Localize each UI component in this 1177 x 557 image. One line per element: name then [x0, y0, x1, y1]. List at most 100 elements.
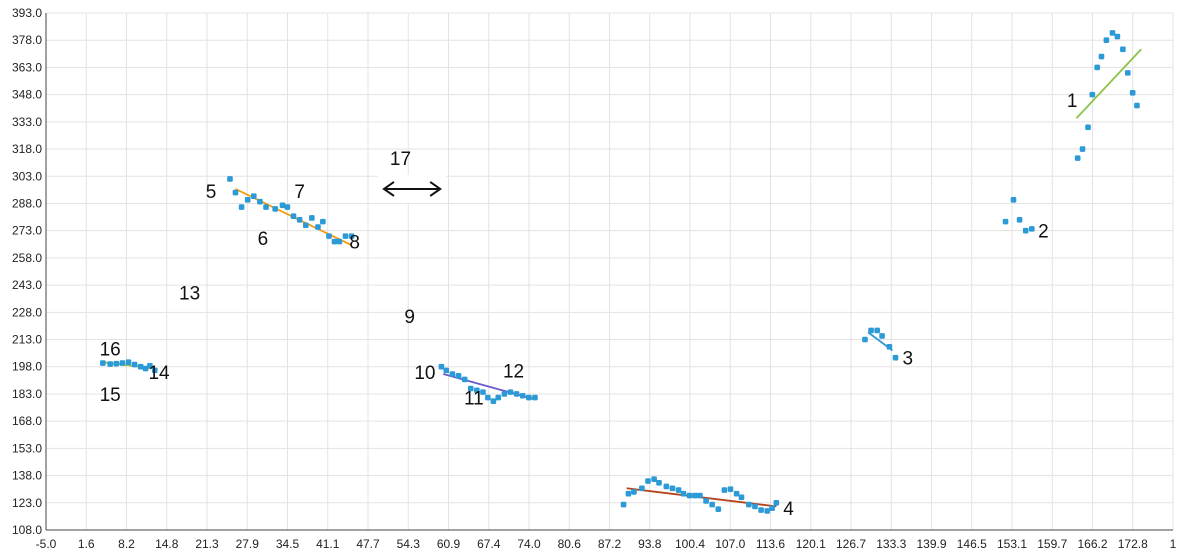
x-tick-label: 139.9 — [916, 537, 946, 551]
data-point — [727, 486, 734, 492]
data-point — [309, 215, 315, 221]
y-tick-label: 243.0 — [12, 278, 42, 292]
x-tick-label: 41.1 — [316, 537, 340, 551]
data-point — [438, 363, 445, 370]
data-point — [1089, 91, 1096, 98]
x-tick-label: 54.3 — [397, 537, 421, 551]
x-tick-label: 100.4 — [675, 537, 705, 551]
x-tick-label: 74.0 — [517, 537, 541, 551]
x-tick-label: 153.1 — [997, 537, 1027, 551]
y-tick-label: 363.0 — [12, 60, 42, 74]
annotation-label: 8 — [349, 233, 360, 254]
x-tick-label: 172.8 — [1118, 537, 1148, 551]
annotation-label: 15 — [100, 385, 121, 406]
x-tick-label: 159.7 — [1037, 537, 1067, 551]
data-point — [752, 503, 758, 510]
y-tick-label: 288.0 — [12, 196, 42, 210]
data-point — [147, 363, 153, 369]
data-point — [485, 394, 491, 401]
data-point — [625, 490, 632, 497]
data-point — [513, 391, 520, 397]
trendline — [1075, 48, 1142, 119]
annotation-label: 2 — [1038, 222, 1049, 243]
data-point — [272, 206, 278, 212]
y-tick-label: 108.0 — [12, 523, 42, 537]
x-tick-label: 67.4 — [477, 537, 501, 551]
data-point — [1103, 37, 1110, 44]
x-tick-label: 107.0 — [715, 537, 745, 551]
annotation-label: 12 — [503, 361, 524, 382]
data-point — [238, 204, 245, 210]
data-point — [348, 233, 355, 239]
data-point — [1120, 46, 1126, 53]
data-point — [1114, 33, 1121, 40]
y-tick-label: 378.0 — [12, 33, 42, 47]
x-tick-label: 126.7 — [836, 537, 866, 551]
data-point — [874, 327, 880, 334]
annotation-label: 3 — [902, 349, 913, 370]
data-point — [467, 385, 474, 392]
x-tick-label: 1 — [1170, 537, 1177, 551]
data-point — [302, 222, 309, 229]
data-point — [758, 507, 764, 513]
x-tick-label: 34.5 — [276, 537, 300, 551]
y-tick-label: 183.0 — [12, 387, 42, 401]
data-point — [480, 389, 486, 395]
data-point — [449, 371, 456, 377]
x-tick-label: 8.2 — [118, 537, 135, 551]
data-point — [892, 354, 899, 361]
annotation-label: 6 — [258, 229, 269, 250]
data-point — [279, 202, 286, 209]
data-point — [620, 501, 627, 508]
data-point — [151, 367, 158, 374]
annotation-label: 5 — [206, 182, 217, 203]
data-point — [263, 204, 269, 210]
y-tick-label: 348.0 — [12, 88, 42, 102]
data-point — [331, 238, 338, 245]
annotation-label: 13 — [179, 283, 200, 304]
axes: -5.0 1.6 8.2 14.8 21.3 27.9 34.5 41.1 47.7 54.3 60… — [12, 6, 1177, 551]
data-point — [315, 224, 321, 230]
data-point — [507, 389, 514, 395]
data-point — [733, 490, 740, 497]
data-point — [290, 213, 297, 219]
x-tick-label: 27.9 — [236, 537, 260, 551]
data-point — [443, 367, 450, 374]
data-point — [669, 485, 676, 492]
data-point — [639, 485, 645, 492]
data-point — [125, 359, 132, 366]
data-point — [746, 501, 752, 508]
x-tick-label: 60.9 — [437, 537, 461, 551]
data-point — [721, 487, 728, 493]
data-point — [495, 394, 502, 401]
y-tick-label: 123.0 — [12, 496, 42, 510]
data-point — [879, 333, 885, 339]
data-point — [769, 505, 775, 512]
annotation-label: 14 — [148, 363, 170, 384]
y-tick-label: 168.0 — [12, 414, 42, 428]
data-point — [1029, 226, 1035, 232]
data-point — [715, 506, 722, 512]
data-point — [1002, 218, 1009, 225]
arrow-head-left — [382, 181, 395, 197]
x-tick-label: 113.6 — [756, 537, 785, 551]
data-point — [1098, 53, 1105, 60]
data-point — [131, 361, 138, 368]
y-tick-label: 213.0 — [12, 333, 42, 347]
x-tick-label: 1.6 — [78, 537, 95, 551]
data-point — [107, 361, 113, 367]
data-point — [250, 193, 257, 200]
data-point — [886, 343, 893, 350]
x-tick-label: 14.8 — [155, 537, 179, 551]
data-point — [474, 387, 480, 394]
data-point — [455, 373, 462, 379]
data-point — [526, 394, 532, 401]
data-point — [663, 483, 670, 490]
data-point — [232, 189, 239, 196]
y-tick-label: 273.0 — [12, 224, 42, 238]
data-point — [773, 499, 780, 506]
data-point — [645, 478, 651, 484]
data-point — [1010, 197, 1017, 203]
data-point — [631, 489, 637, 495]
